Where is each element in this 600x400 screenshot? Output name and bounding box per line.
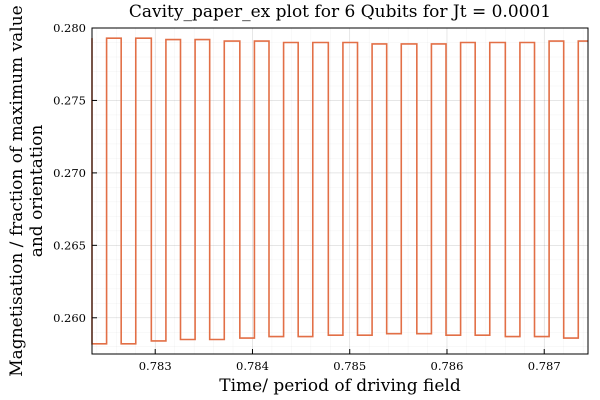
y-tick-label: 0.270 [53, 166, 86, 180]
y-tick-label: 0.280 [53, 21, 86, 35]
x-tick-label: 0.787 [528, 359, 561, 373]
y-tick-label: 0.265 [53, 238, 86, 252]
x-tick-label: 0.783 [139, 359, 172, 373]
axis-ticks: 0.783 0.784 0.785 0.786 0.787 0.260 0.265 0.270… [53, 21, 561, 373]
plot-frame [91, 27, 589, 355]
series-line-1 [91, 37, 588, 345]
y-tick-label: 0.275 [53, 93, 86, 107]
chart-title: Cavity_paper_ex plot for 6 Qubits for Jt… [129, 2, 551, 22]
x-tick-label: 0.786 [431, 359, 464, 373]
x-tick-label: 0.785 [333, 359, 366, 373]
y-axis-label-line-2: and orientation [27, 125, 47, 258]
y-axis-label-line-1: Magnetisation / fraction of maximum valu… [7, 5, 27, 376]
x-axis-label: Time/ period of driving field [219, 376, 461, 396]
x-tick-label: 0.784 [236, 359, 269, 373]
plot-area [91, 37, 588, 345]
y-tick-label: 0.260 [53, 311, 86, 325]
